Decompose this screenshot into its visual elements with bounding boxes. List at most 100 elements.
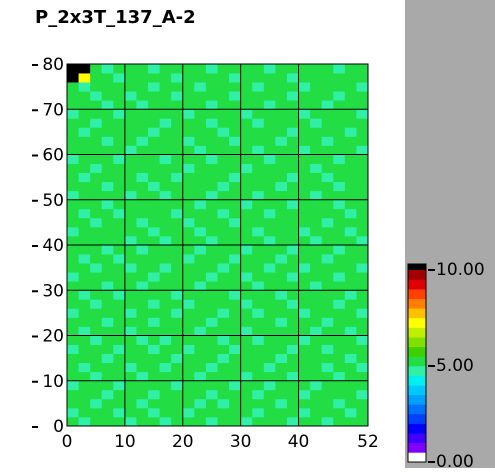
colorbar-step [408, 385, 426, 396]
heat-cell [148, 181, 161, 192]
heat-cell [148, 190, 161, 201]
heat-cell [356, 398, 369, 409]
heat-cell [321, 136, 334, 146]
heat-cell [124, 245, 137, 255]
x-tick-label: 10 [114, 432, 136, 452]
heat-cell [78, 299, 91, 309]
heat-cell [356, 317, 369, 327]
heat-cell [344, 208, 357, 219]
heat-cell [124, 344, 137, 354]
heat-cell [240, 181, 253, 192]
heat-cell [194, 254, 207, 264]
heat-cell [148, 380, 161, 391]
heat-cell [263, 163, 276, 173]
heat-cell [356, 154, 369, 164]
heat-cell [90, 163, 103, 173]
heat-cell [67, 226, 79, 237]
heat-cell [263, 344, 276, 354]
heat-cell [298, 353, 311, 364]
heat-cell [205, 190, 218, 201]
heat-cell [240, 407, 253, 418]
heat-cell [136, 371, 149, 382]
x-tick-label: 40 [288, 432, 310, 452]
heat-cell [124, 226, 137, 237]
heat-cell [310, 118, 323, 128]
heat-cell [205, 118, 218, 128]
heat-cell [182, 163, 195, 173]
heat-cell [298, 100, 311, 110]
heat-cell [159, 118, 172, 128]
heat-cell [333, 380, 346, 391]
heat-cell [217, 190, 230, 201]
heat-cell [171, 272, 184, 282]
heat-cell [344, 172, 357, 183]
heat-cell [333, 181, 346, 192]
heat-cell [286, 335, 299, 345]
heat-cell [205, 281, 218, 291]
heat-cell [356, 326, 369, 336]
heat-cell [171, 398, 184, 409]
heat-cell [194, 127, 207, 137]
heat-cell [275, 100, 288, 110]
heat-cell [275, 208, 288, 219]
heat-cell [263, 64, 276, 74]
heat-cell [321, 190, 334, 201]
heat-cell [275, 73, 288, 83]
heat-cell [263, 190, 276, 201]
heat-cell [148, 91, 161, 101]
heat-cell [321, 326, 334, 336]
heat-cell [229, 199, 242, 210]
heat-cell [333, 127, 346, 137]
heat-cell [113, 100, 126, 110]
heat-cell [124, 308, 137, 318]
heat-cell [124, 362, 137, 373]
heat-cell [205, 371, 218, 382]
heat-cell [240, 127, 253, 137]
heat-cell [205, 64, 218, 74]
heat-cell [171, 380, 184, 391]
heat-cell [321, 127, 334, 137]
heat-cell [136, 344, 149, 354]
heat-cell [229, 82, 242, 92]
heat-cell [333, 263, 346, 273]
heat-cell [182, 398, 195, 409]
heat-cell [217, 326, 230, 336]
heat-cell [252, 64, 265, 74]
heat-cell [286, 163, 299, 173]
heat-cell [182, 136, 195, 146]
heat-cell [182, 416, 195, 427]
heat-cell [229, 217, 242, 228]
heat-cell [113, 254, 126, 264]
heat-cell [344, 326, 357, 336]
heat-cell [310, 172, 323, 183]
colorbar-over [408, 264, 426, 270]
heat-cell [263, 389, 276, 400]
heat-cell [113, 362, 126, 373]
heat-cell [182, 380, 195, 391]
heat-cell [90, 263, 103, 273]
heat-cell [194, 308, 207, 318]
heat-cell [344, 389, 357, 400]
heat-cell [101, 64, 114, 74]
heat-cell [333, 389, 346, 400]
heat-cell [321, 344, 334, 354]
heat-cell [205, 100, 218, 110]
heat-cell [67, 154, 79, 164]
heat-cell [252, 118, 265, 128]
heat-cell [113, 226, 126, 237]
heat-cell [78, 100, 91, 110]
colorbar-tick-label: 5.00 [436, 356, 474, 376]
heat-cell [263, 172, 276, 183]
heat-cell [240, 163, 253, 173]
heat-cell [78, 136, 91, 146]
heat-cell [321, 100, 334, 110]
heat-cell [298, 118, 311, 128]
heat-cell [286, 73, 299, 83]
heat-cell [159, 82, 172, 92]
heat-cell [113, 136, 126, 146]
colorbar-tick-label: 0.00 [436, 452, 474, 468]
heat-cell [205, 407, 218, 418]
heat-cell [124, 272, 137, 282]
heat-cell [229, 100, 242, 110]
heat-cell [90, 235, 103, 246]
